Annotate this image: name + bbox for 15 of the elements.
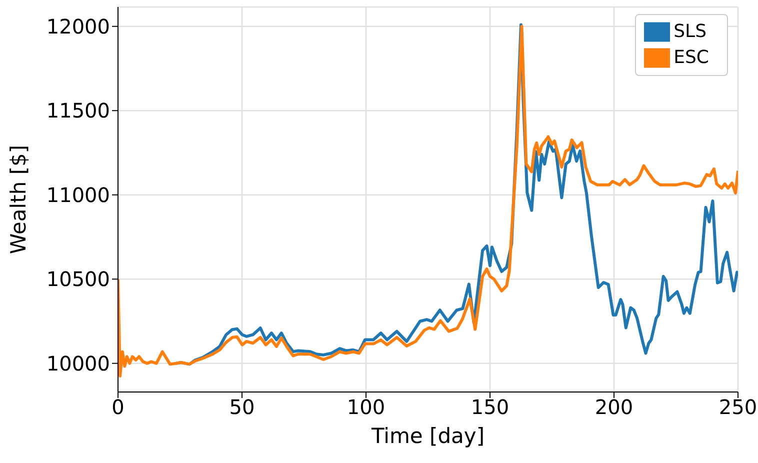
x-tick-label: 100 xyxy=(346,395,386,420)
y-tick-label: 10500 xyxy=(46,267,110,292)
y-tick-label: 11000 xyxy=(46,182,110,207)
y-tick-label: 10000 xyxy=(46,351,110,376)
y-tick-label: 11500 xyxy=(46,98,110,123)
x-tick-label: 150 xyxy=(470,395,510,420)
x-tick-label: 200 xyxy=(594,395,634,420)
x-tick-label: 50 xyxy=(229,395,255,420)
legend-label: ESC xyxy=(674,46,709,68)
x-axis-title: Time [day] xyxy=(370,424,485,448)
x-tick-label: 250 xyxy=(718,395,758,420)
x-tick-label: 0 xyxy=(112,395,124,420)
legend-label: SLS xyxy=(674,20,707,42)
y-axis-title: Wealth [$] xyxy=(6,144,30,254)
y-tick-label: 12000 xyxy=(46,14,110,38)
